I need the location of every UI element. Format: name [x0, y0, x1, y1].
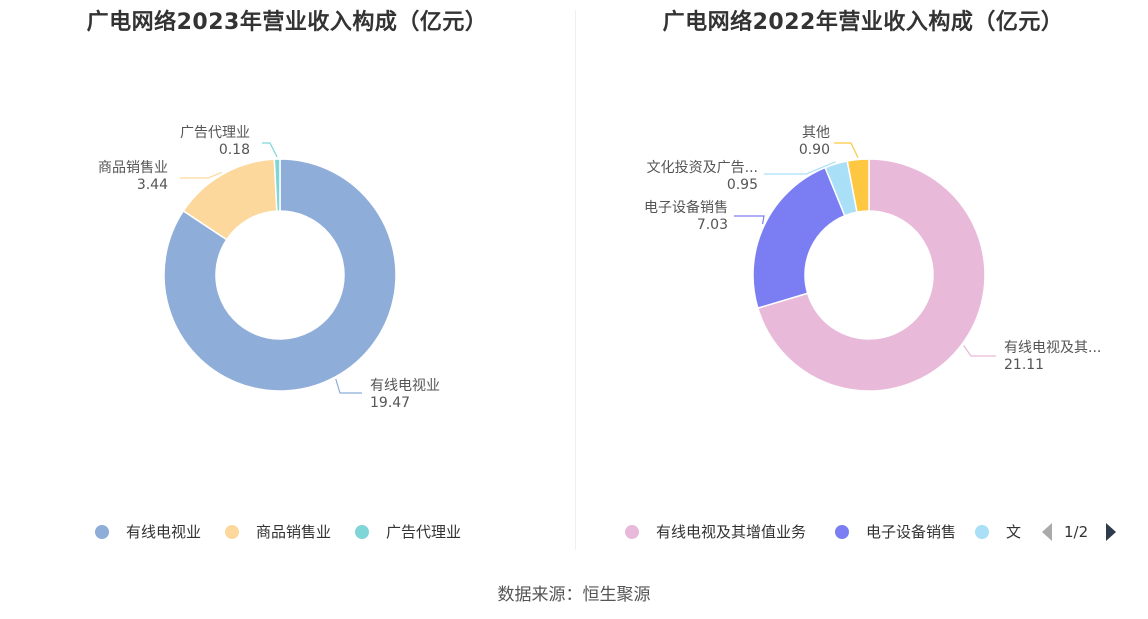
- chart-title-2023: 广电网络2023年营业收入构成（亿元）: [86, 10, 488, 35]
- legend-item[interactable]: 有线电视业: [126, 523, 201, 541]
- slice-label: 电子设备销售: [644, 199, 728, 216]
- pie-slice[interactable]: [756, 158, 986, 392]
- slice-label: 其他: [802, 125, 830, 141]
- legend-marker: [625, 525, 639, 539]
- slice-value-label: 19.47: [370, 395, 410, 411]
- slice-label: 商品销售业: [98, 160, 168, 176]
- slice-label: 有线电视业: [370, 378, 440, 394]
- legend-item[interactable]: 有线电视及其增值业务: [656, 523, 806, 541]
- slice-value-label: 7.03: [697, 217, 728, 233]
- legend-marker: [835, 525, 849, 539]
- pie-slice[interactable]: [846, 158, 870, 214]
- slice-value-label: 21.11: [1004, 357, 1044, 373]
- legend-marker: [95, 525, 109, 539]
- slice-label: 文化投资及广告...: [647, 160, 758, 176]
- slice-value-label: 0.18: [219, 142, 250, 158]
- legend-item[interactable]: 商品销售业: [256, 523, 331, 541]
- legend-page-indicator: 1/2: [1064, 523, 1088, 541]
- leader-line: [834, 142, 859, 158]
- slice-value-label: 0.95: [727, 177, 758, 193]
- legend-marker: [225, 525, 239, 539]
- legend-next-icon[interactable]: [1106, 523, 1116, 541]
- donut-chart-2022: 有线电视及其...21.11电子设备销售7.03文化投资及广告...0.95其他…: [625, 125, 1116, 541]
- slice-value-label: 3.44: [137, 177, 168, 193]
- legend-marker: [975, 525, 989, 539]
- chart-2022: 广电网络2022年营业收入构成（亿元） 有线电视及其... 21.11 电子设备销售…: [576, 0, 1148, 560]
- legend-prev-icon[interactable]: [1042, 523, 1052, 541]
- leader-line: [963, 345, 996, 357]
- legend-item[interactable]: 广告代理业: [386, 523, 461, 541]
- slice-label: 有线电视及其...: [1004, 340, 1101, 356]
- leader-line: [262, 142, 278, 158]
- leader-line: [335, 378, 362, 394]
- legend-item[interactable]: 电子设备销售: [866, 523, 956, 541]
- slice-label: 广告代理业: [180, 125, 250, 141]
- chart-title-2022: 广电网络2022年营业收入构成（亿元）: [662, 10, 1064, 35]
- data-source: 数据来源：恒生聚源: [497, 585, 651, 605]
- leader-line: [734, 215, 765, 225]
- leader-line: [180, 171, 222, 179]
- pie-slice[interactable]: [752, 166, 846, 310]
- legend-marker: [355, 525, 369, 539]
- leader-line: [764, 161, 836, 175]
- panel-divider: [575, 10, 576, 550]
- legend-item[interactable]: 文: [1006, 523, 1021, 541]
- chart-2023: 广电网络2023年营业收入构成（亿元） 有线电视业 19.47 商品销售业 3.44 广…: [0, 0, 574, 560]
- slice-value-label: 0.90: [799, 142, 830, 158]
- pie-slice[interactable]: [273, 158, 281, 212]
- pie-slice[interactable]: [163, 158, 397, 392]
